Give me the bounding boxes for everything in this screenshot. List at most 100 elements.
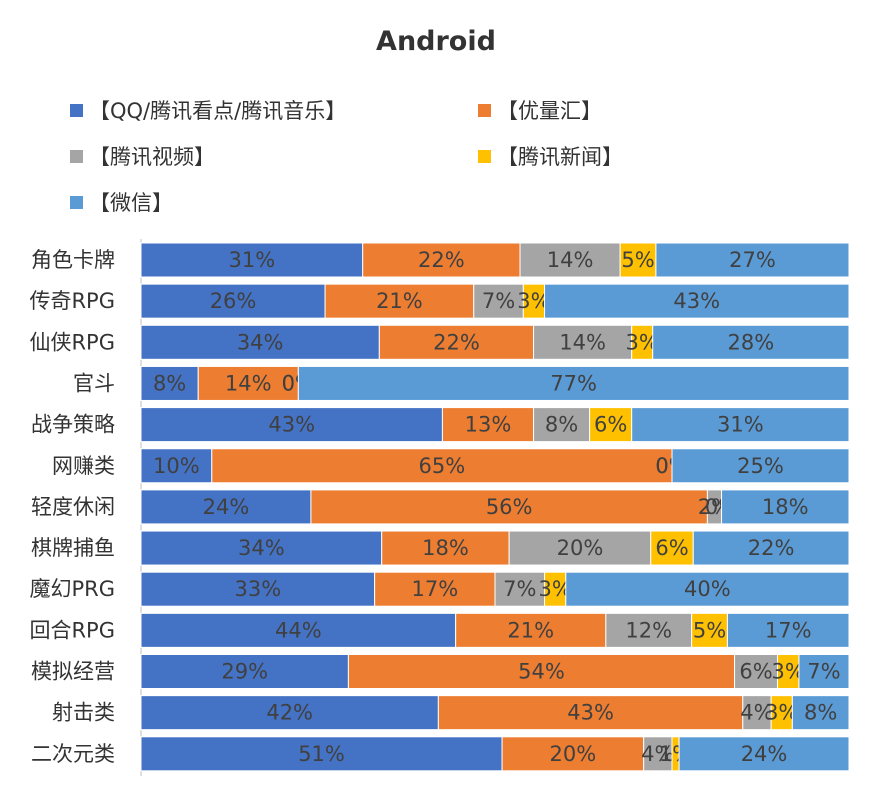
data-label: 4%: [740, 701, 773, 725]
data-label: 25%: [737, 454, 784, 478]
category-label: 网赚类: [52, 454, 115, 478]
data-label: 7%: [807, 660, 840, 684]
legend-label-youlianghui: 【优量汇】: [497, 99, 602, 123]
bar-segment: [652, 324, 850, 360]
bar-segment: [494, 571, 546, 607]
data-label: 8%: [545, 413, 578, 437]
data-label: 34%: [238, 536, 285, 560]
legend-label-qq: 【QQ/腾讯看点/腾讯音乐】: [89, 99, 347, 123]
bar-segment: [605, 612, 693, 648]
data-label: 13%: [465, 413, 512, 437]
data-label: 21%: [376, 289, 423, 313]
category-label: 轻度休闲: [31, 495, 115, 519]
bar-segment: [197, 365, 299, 401]
bar-segment: [501, 736, 645, 772]
bar-segment: [297, 365, 850, 401]
bar-segment: [362, 242, 521, 278]
legend-item-tencent-video: 【腾讯视频】: [70, 141, 215, 171]
data-label: 20%: [557, 536, 604, 560]
data-label: 42%: [266, 701, 313, 725]
bar-segment: [140, 654, 349, 689]
bar-segment: [140, 530, 383, 566]
data-label: 14%: [225, 371, 272, 395]
bar-segment: [671, 448, 850, 484]
data-label: 33%: [234, 577, 281, 601]
category-label: 回合RPG: [29, 618, 115, 642]
category-label: 棋牌捕鱼: [31, 536, 115, 560]
bar-segment: [519, 242, 621, 278]
data-label: 51%: [298, 742, 345, 766]
data-label: 22%: [418, 248, 465, 272]
chart-title: Android: [376, 26, 496, 57]
category-label: 角色卡牌: [31, 248, 115, 272]
bar-segment: [589, 407, 633, 443]
data-label: 18%: [762, 495, 809, 519]
legend-label-tencent-news: 【腾讯新闻】: [497, 145, 623, 169]
bar-segment: [544, 283, 850, 319]
data-label: 43%: [268, 413, 315, 437]
data-label: 14%: [547, 248, 594, 272]
category-label: 仙侠RPG: [29, 330, 115, 354]
data-label: 10%: [153, 454, 200, 478]
data-label: 7%: [482, 289, 515, 313]
bar-segment: [140, 324, 380, 360]
data-label: 24%: [741, 742, 788, 766]
data-label: 28%: [728, 330, 775, 354]
data-label: 24%: [203, 495, 250, 519]
data-label: 18%: [422, 536, 469, 560]
chart-legend: 【QQ/腾讯看点/腾讯音乐】 【优量汇】 【腾讯视频】 【腾讯新闻】 【微信】: [70, 95, 850, 225]
bar-segment: [140, 407, 443, 443]
bar-segment: [324, 283, 475, 319]
data-label: 14%: [559, 330, 606, 354]
data-label: 6%: [739, 660, 772, 684]
legend-swatch-youlianghui: [478, 103, 491, 117]
legend-label-tencent-video: 【腾讯视频】: [89, 145, 215, 169]
data-label: 7%: [503, 577, 536, 601]
data-label: 31%: [717, 413, 764, 437]
category-label: 传奇RPG: [29, 289, 115, 313]
data-label: 22%: [433, 330, 480, 354]
legend-item-youlianghui: 【优量汇】: [478, 95, 602, 125]
category-label: 二次元类: [31, 742, 115, 766]
bar-segment: [643, 736, 673, 772]
bar-segment: [619, 242, 657, 278]
data-label: 8%: [153, 371, 186, 395]
data-label: 65%: [419, 454, 466, 478]
category-label: 模拟经营: [31, 660, 115, 684]
data-label: 12%: [625, 618, 672, 642]
bar-segment: [140, 283, 326, 319]
data-label: 17%: [411, 577, 458, 601]
legend-item-tencent-news: 【腾讯新闻】: [478, 141, 623, 171]
data-label: 29%: [221, 660, 268, 684]
bar-segment: [791, 695, 850, 731]
bar-segment: [378, 324, 535, 360]
bar-segment: [381, 530, 510, 566]
data-label: 17%: [765, 618, 812, 642]
data-label: 22%: [748, 536, 795, 560]
bar-segment: [721, 489, 850, 525]
bar-segment: [140, 365, 199, 401]
bar-segment: [473, 283, 524, 319]
data-label: 6%: [594, 413, 627, 437]
bar-segment: [798, 654, 850, 689]
bar-segment: [140, 736, 503, 772]
bar-segment: [655, 242, 850, 278]
bar-segment: [565, 571, 850, 607]
data-label: 40%: [684, 577, 731, 601]
bar-segment: [508, 530, 652, 566]
bar-segment: [742, 695, 772, 731]
bar-segment: [455, 612, 607, 648]
data-label: 8%: [804, 701, 837, 725]
legend-swatch-qq: [70, 103, 83, 117]
data-label: 5%: [693, 618, 726, 642]
data-label: 21%: [507, 618, 554, 642]
data-label: 44%: [275, 618, 322, 642]
legend-label-wechat: 【微信】: [89, 191, 173, 215]
data-label: 26%: [210, 289, 257, 313]
bar-segment: [650, 530, 694, 566]
data-label: 27%: [729, 248, 776, 272]
data-label: 54%: [518, 660, 565, 684]
data-label: 20%: [550, 742, 597, 766]
bar-segment: [692, 530, 850, 566]
legend-item-wechat: 【微信】: [70, 187, 173, 217]
